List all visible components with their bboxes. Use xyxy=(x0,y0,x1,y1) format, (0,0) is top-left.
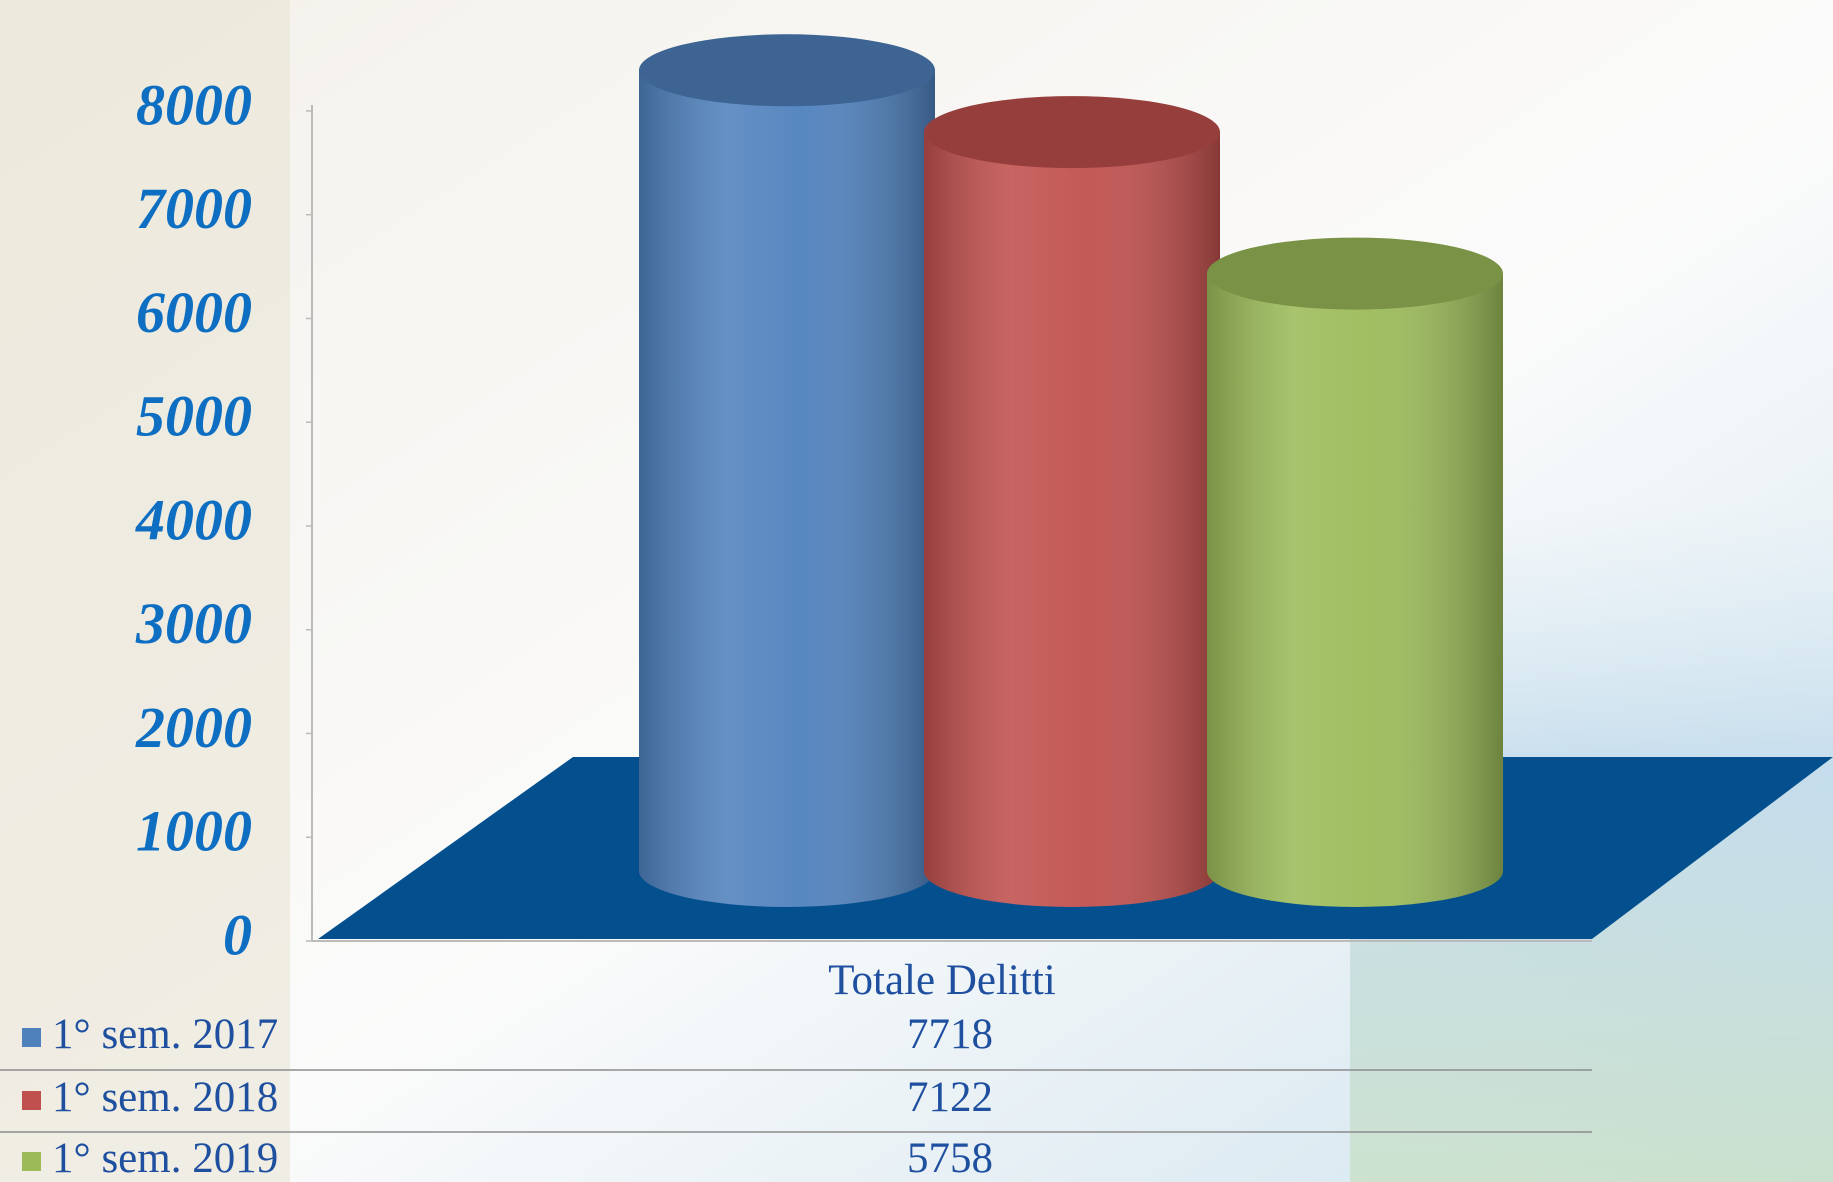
y-tick-label: 5000 xyxy=(136,384,252,449)
bar-top-shade xyxy=(924,96,1220,168)
legend-label: 1° sem. 2019 xyxy=(52,1135,278,1182)
y-tick-label: 3000 xyxy=(135,591,252,656)
y-tick-label: 4000 xyxy=(135,487,252,552)
table-category: Totale Delitti xyxy=(828,957,1056,1004)
bar-top-shade xyxy=(1207,238,1503,310)
bar-shade xyxy=(1207,274,1503,907)
bar-shade xyxy=(924,132,1220,907)
legend-swatch xyxy=(22,1028,41,1047)
legend-swatch xyxy=(22,1091,41,1110)
page: {"chart_data": {"type": "bar3d-cylinder"… xyxy=(0,0,1833,1182)
table-value: 7122 xyxy=(907,1074,993,1121)
bar-top-shade xyxy=(639,34,935,106)
table-value: 5758 xyxy=(907,1135,993,1182)
table-value: 7718 xyxy=(907,1011,993,1058)
chart: Totale Delitti 0 1000 2000 3000 4000 5000 6000… xyxy=(0,0,1833,1182)
bar-shade xyxy=(639,70,935,907)
legend-label: 1° sem. 2017 xyxy=(52,1011,278,1058)
y-tick-label: 2000 xyxy=(135,695,252,760)
y-tick-label: 7000 xyxy=(136,176,252,241)
legend-label: 1° sem. 2018 xyxy=(52,1074,278,1121)
legend-swatch xyxy=(22,1152,41,1171)
y-tick-label: 8000 xyxy=(136,72,252,137)
y-tick-label: 1000 xyxy=(136,799,252,864)
y-tick-label: 0 xyxy=(223,902,252,967)
y-tick-label: 6000 xyxy=(136,280,252,345)
